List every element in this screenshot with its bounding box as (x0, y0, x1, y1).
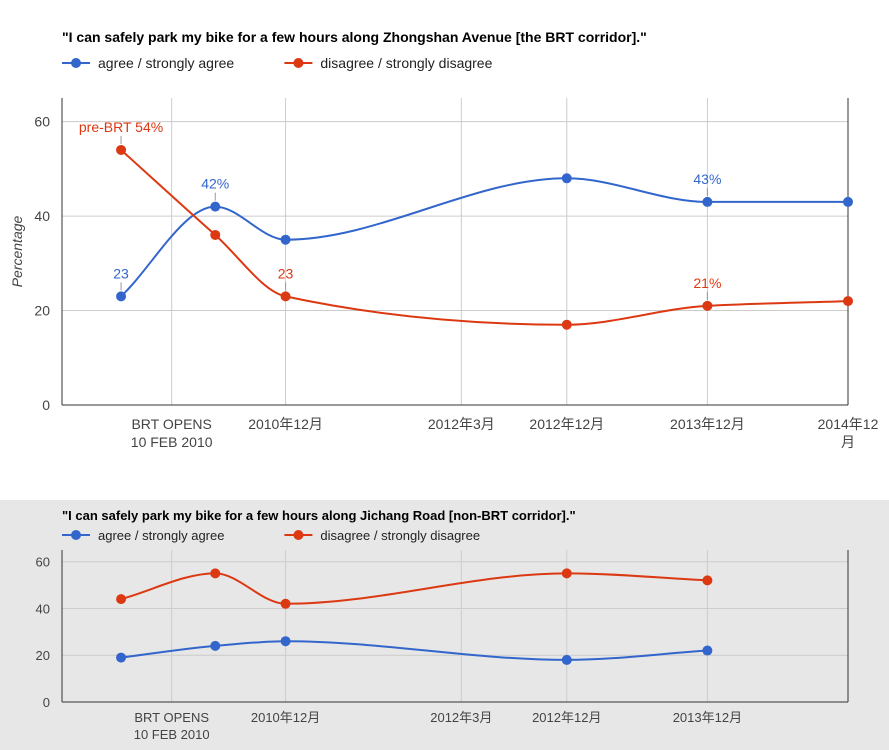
jichang-legend-marker-1 (293, 530, 304, 540)
zhongshan-data-point-s0-1[interactable] (210, 201, 221, 212)
jichang-data-point-s0-3[interactable] (561, 654, 572, 665)
jichang-data-point-s1-0[interactable] (116, 594, 127, 605)
jichang-data-point-s1-4[interactable] (702, 575, 713, 586)
jichang-x-tick-label-3: 2012年12月 (532, 710, 601, 725)
zhongshan-x-tick-label-0: BRT OPENS 10 FEB 2010 (131, 416, 213, 450)
jichang-data-point-s1-1[interactable] (210, 568, 221, 579)
jichang-y-tick-label-0: 0 (43, 695, 50, 710)
jichang-chart-title: "I can safely park my bike for a few hou… (62, 508, 576, 523)
zhongshan-legend-marker-0 (71, 58, 81, 68)
zhongshan-chart-title: "I can safely park my bike for a few hou… (62, 29, 647, 45)
zhongshan-x-tick-label-4: 2013年12月 (670, 416, 745, 432)
jichang-data-point-s0-2[interactable] (280, 636, 291, 647)
zhongshan-data-point-s1-4[interactable] (702, 300, 713, 311)
zhongshan-data-point-s1-5[interactable] (843, 296, 853, 307)
zhongshan-data-point-s0-5[interactable] (843, 196, 853, 207)
zhongshan-data-point-s0-0[interactable] (116, 291, 127, 302)
zhongshan-data-point-s1-2[interactable] (280, 291, 291, 302)
jichang-y-tick-label-40: 40 (36, 601, 50, 616)
chart-panel-jichang: "I can safely park my bike for a few hou… (0, 500, 889, 750)
zhongshan-data-point-s0-3[interactable] (561, 173, 572, 184)
chart-panel-zhongshan: "I can safely park my bike for a few hou… (9, 29, 879, 450)
zhongshan-x-tick-label-1: 2010年12月 (248, 416, 323, 432)
zhongshan-annotation-s1-2: 21% (693, 275, 721, 291)
zhongshan-series-line-1 (120, 149, 849, 326)
jichang-y-tick-label-60: 60 (36, 555, 50, 570)
zhongshan-series-line-0 (120, 177, 848, 298)
zhongshan-annotation-s0-1: 42% (201, 176, 229, 192)
zhongshan-y-tick-label-40: 40 (34, 208, 50, 224)
zhongshan-legend-label-0: agree / strongly agree (98, 55, 234, 71)
zhongshan-annotation-s0-0: 23 (113, 265, 129, 281)
jichang-legend-label-1: disagree / strongly disagree (320, 528, 480, 543)
zhongshan-y-tick-label-0: 0 (42, 397, 50, 413)
jichang-series-line-1 (120, 572, 708, 605)
zhongshan-y-tick-label-60: 60 (34, 114, 50, 130)
jichang-x-tick-label-0: BRT OPENS 10 FEB 2010 (134, 710, 210, 742)
jichang-legend-item-1[interactable]: disagree / strongly disagree (284, 528, 480, 543)
chart-jichang: "I can safely park my bike for a few hou… (36, 508, 849, 742)
zhongshan-x-tick-label-3: 2012年12月 (529, 416, 604, 432)
jichang-data-point-s0-4[interactable] (702, 645, 713, 656)
jichang-data-point-s0-0[interactable] (116, 652, 127, 663)
jichang-x-tick-label-2: 2012年3月 (430, 710, 492, 725)
jichang-data-point-s1-3[interactable] (561, 568, 572, 579)
zhongshan-data-point-s0-2[interactable] (280, 234, 291, 245)
jichang-data-point-s1-2[interactable] (280, 598, 291, 609)
zhongshan-annotation-s1-0: pre-BRT 54% (79, 119, 163, 135)
zhongshan-annotation-s1-1: 23 (278, 265, 294, 281)
zhongshan-legend-marker-1 (293, 58, 304, 68)
zhongshan-annotation-s0-2: 43% (693, 171, 721, 187)
zhongshan-data-point-s1-1[interactable] (210, 229, 221, 240)
zhongshan-data-point-s1-0[interactable] (116, 144, 127, 155)
jichang-legend-label-0: agree / strongly agree (98, 528, 224, 543)
jichang-series-line-0 (120, 640, 708, 661)
jichang-legend-marker-0 (71, 530, 81, 540)
zhongshan-legend-label-1: disagree / strongly disagree (320, 55, 492, 71)
chart-zhongshan: "I can safely park my bike for a few hou… (9, 29, 879, 450)
zhongshan-data-point-s1-3[interactable] (561, 319, 572, 330)
zhongshan-legend-item-0[interactable]: agree / strongly agree (62, 55, 234, 71)
zhongshan-data-point-s0-4[interactable] (702, 196, 713, 207)
zhongshan-x-tick-label-2: 2012年3月 (428, 416, 495, 432)
jichang-x-tick-label-1: 2010年12月 (251, 710, 320, 725)
zhongshan-legend-item-1[interactable]: disagree / strongly disagree (284, 55, 493, 71)
zhongshan-x-tick-label-5: 2014年12 月 (818, 416, 879, 450)
jichang-x-tick-label-4: 2013年12月 (673, 710, 742, 725)
jichang-data-point-s0-1[interactable] (210, 640, 221, 651)
jichang-y-tick-label-20: 20 (36, 648, 50, 663)
zhongshan-y-tick-label-20: 20 (34, 303, 50, 319)
zhongshan-y-axis-title: Percentage (9, 215, 25, 287)
jichang-legend-item-0[interactable]: agree / strongly agree (62, 528, 224, 543)
